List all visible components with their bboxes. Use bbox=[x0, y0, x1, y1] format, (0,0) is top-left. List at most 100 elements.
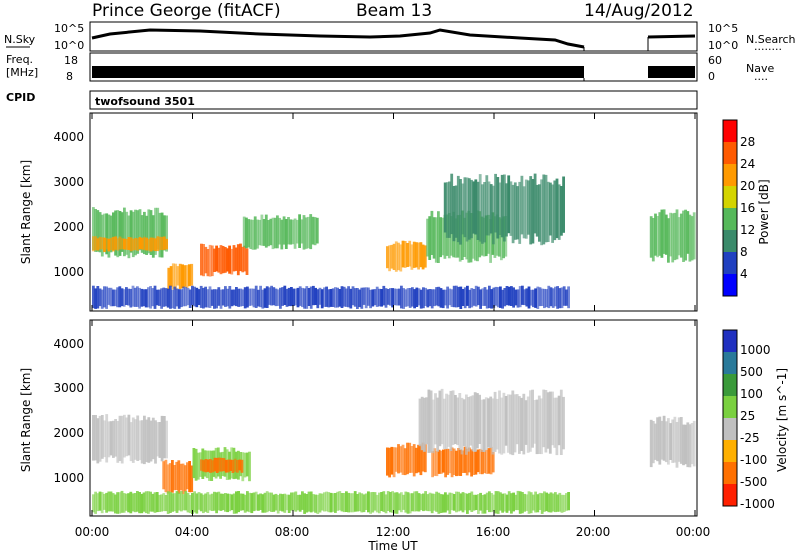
power-cell bbox=[144, 289, 148, 308]
velocity-colorbar-swatch bbox=[723, 374, 737, 396]
velocity-cell bbox=[413, 491, 416, 512]
nsearch-dots: ........ bbox=[754, 40, 782, 53]
power-cell bbox=[540, 288, 544, 306]
velocity-cell bbox=[430, 493, 434, 514]
power-cell bbox=[399, 244, 403, 272]
power-cell bbox=[134, 209, 137, 256]
power-cell bbox=[551, 184, 554, 243]
power-cell bbox=[94, 288, 97, 309]
velocity-cell bbox=[162, 461, 166, 490]
velocity-cell bbox=[531, 389, 534, 448]
power-cell bbox=[127, 237, 131, 250]
velocity-cell bbox=[215, 492, 218, 514]
velocity-cell bbox=[292, 492, 295, 511]
nsearch-tick-top: 10^5 bbox=[708, 22, 738, 35]
power-cell bbox=[162, 215, 166, 251]
beam-label: Beam 13 bbox=[356, 1, 432, 21]
velocity-cell bbox=[478, 394, 481, 444]
velocity-cell bbox=[446, 448, 450, 475]
velocity-cell bbox=[450, 492, 454, 511]
cpid-value: twofsound 3501 bbox=[95, 95, 195, 108]
power-cell bbox=[441, 289, 445, 309]
velocity-cell bbox=[287, 494, 291, 513]
power-cell bbox=[460, 210, 464, 260]
velocity-cell bbox=[294, 491, 298, 512]
velocity-cell bbox=[397, 493, 401, 511]
velocity-cell bbox=[406, 492, 410, 514]
power-cell bbox=[262, 219, 266, 246]
power-cell bbox=[331, 288, 335, 307]
power-cell bbox=[345, 288, 348, 307]
power-cell bbox=[400, 285, 403, 309]
power-cell bbox=[219, 289, 223, 309]
power-cell bbox=[358, 289, 361, 308]
power-cell bbox=[682, 210, 685, 262]
power-cell bbox=[684, 209, 687, 261]
power-cell bbox=[516, 186, 519, 240]
power-cell bbox=[162, 236, 166, 250]
velocity-cell bbox=[268, 492, 271, 512]
velocity-cell bbox=[384, 494, 388, 514]
velocity-cell bbox=[211, 460, 215, 473]
cpid-label: CPID bbox=[6, 91, 35, 104]
velocity-cell bbox=[491, 452, 495, 473]
velocity-cell bbox=[283, 493, 287, 513]
velocity-cell bbox=[239, 493, 243, 511]
power-cell bbox=[455, 285, 458, 308]
velocity-cell bbox=[210, 493, 214, 511]
power-cell bbox=[105, 286, 108, 309]
power-cell bbox=[484, 215, 488, 257]
power-cell bbox=[151, 237, 155, 251]
power-cell bbox=[149, 210, 153, 255]
power-cell bbox=[215, 289, 218, 309]
power-cell bbox=[503, 174, 506, 242]
power-cell bbox=[98, 288, 102, 307]
velocity-cell bbox=[367, 491, 370, 513]
velocity-cell bbox=[338, 491, 342, 511]
power-cell bbox=[338, 289, 342, 307]
velocity-cell bbox=[389, 492, 392, 513]
power-cell bbox=[118, 286, 122, 308]
power-cell bbox=[408, 240, 412, 267]
power-cell bbox=[513, 182, 517, 240]
power-cell bbox=[174, 263, 178, 290]
velocity-cell bbox=[194, 448, 198, 481]
power-cell bbox=[243, 287, 247, 309]
power-cell bbox=[457, 286, 460, 308]
noise-panel-frame bbox=[89, 21, 698, 52]
power-cell bbox=[92, 285, 95, 309]
power-cell bbox=[660, 209, 664, 258]
velocity-colorbar-tick: -100 bbox=[740, 453, 767, 467]
velocity-cell bbox=[312, 494, 315, 512]
power-cell bbox=[254, 285, 258, 308]
power-cell bbox=[116, 210, 120, 258]
power-cell bbox=[303, 288, 306, 309]
power-cell bbox=[432, 217, 436, 259]
power-cell bbox=[417, 288, 421, 306]
power-cell bbox=[165, 238, 168, 250]
power-cell bbox=[314, 287, 317, 305]
power-cell bbox=[136, 286, 139, 307]
velocity-cell bbox=[392, 447, 396, 478]
power-heatmap bbox=[92, 173, 696, 309]
power-colorbar: 4 8 12 16 20 24 28 bbox=[722, 119, 755, 297]
velocity-cell bbox=[454, 395, 457, 444]
velocity-cell bbox=[560, 494, 564, 513]
velocity-cell bbox=[229, 459, 233, 471]
velocity-cell bbox=[136, 415, 140, 461]
velocity-cell bbox=[440, 388, 444, 445]
velocity-cell bbox=[651, 421, 655, 464]
power-cell bbox=[441, 217, 445, 256]
power-cell bbox=[112, 236, 115, 252]
velocity-cell bbox=[690, 423, 694, 465]
velocity-cell bbox=[487, 448, 491, 474]
velocity-cell bbox=[160, 494, 163, 512]
power-cell bbox=[450, 289, 454, 307]
velocity-cell bbox=[111, 493, 115, 512]
power-cell bbox=[459, 179, 462, 245]
velocity-cell bbox=[460, 397, 464, 455]
velocity-cell bbox=[457, 491, 460, 512]
power-cell bbox=[505, 183, 508, 237]
power-cell bbox=[287, 217, 290, 245]
velocity-cell bbox=[188, 495, 192, 514]
